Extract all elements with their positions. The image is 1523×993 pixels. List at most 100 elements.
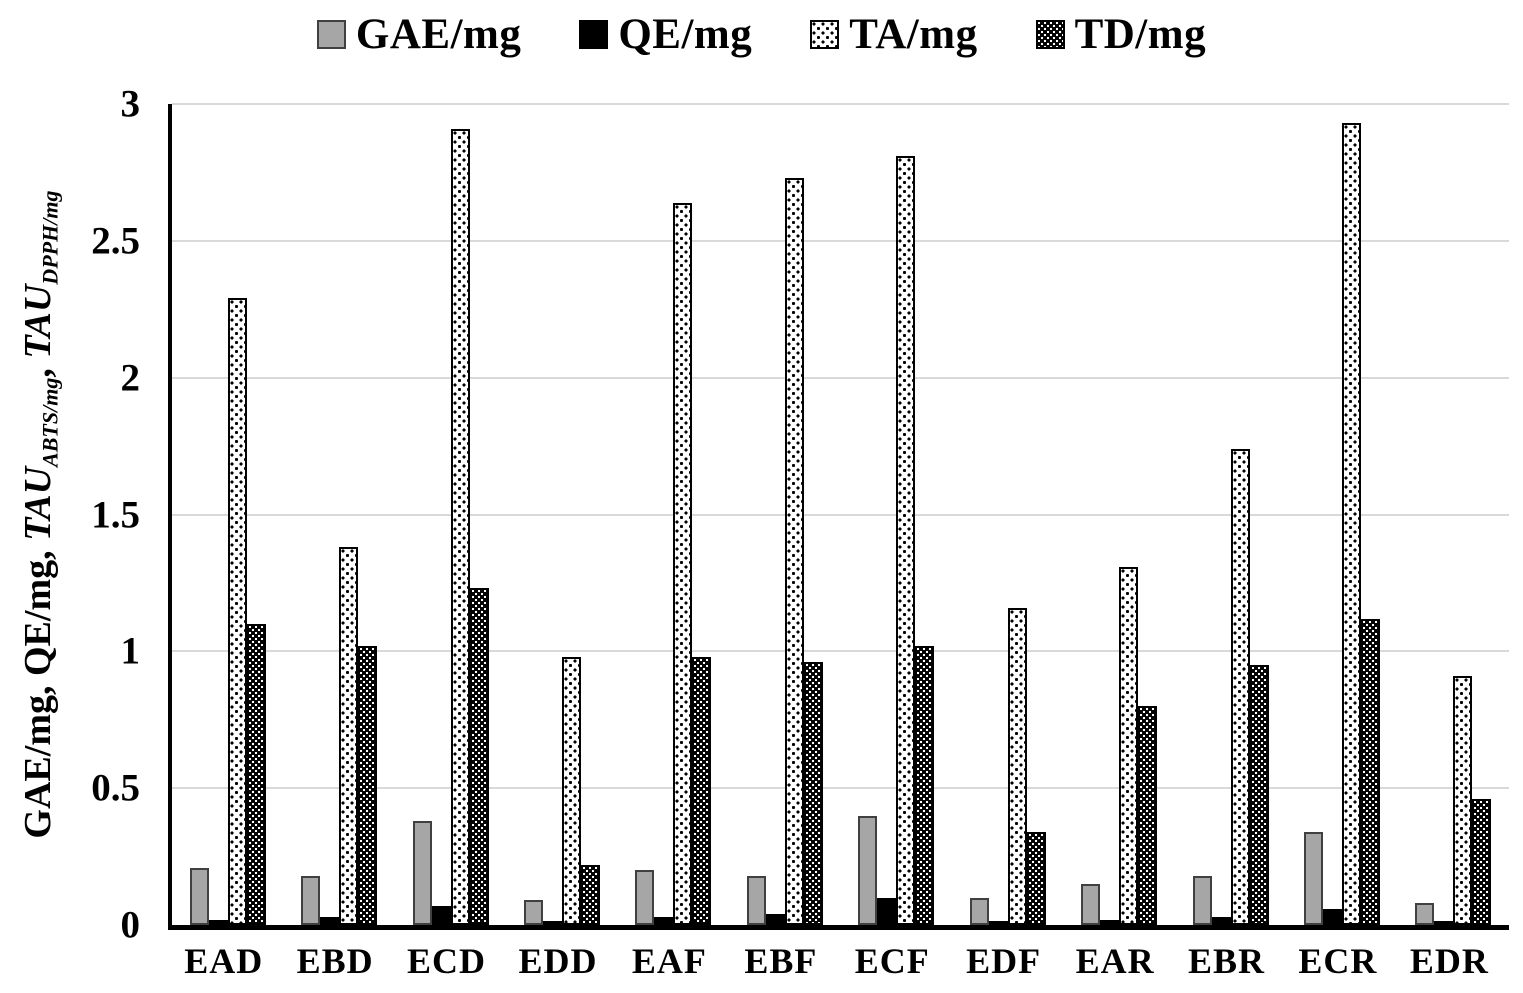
bar-td-ebf [803,662,823,925]
bar-group-ebf [729,104,840,925]
x-label-eaf: EAF [631,941,707,981]
bar-qe-ecr [1322,908,1342,925]
bar-qe-ebd [320,916,340,925]
bar-group-ebd [283,104,394,925]
gridline-2 [172,376,1509,379]
bar-gae-ecd [412,821,432,925]
bar-td-ecr [1360,618,1380,925]
bar-gae-ebf [746,875,766,925]
bar-qe-ear [1100,919,1120,925]
x-label-ecf: ECF [854,941,930,981]
y-tick-2.5: 2.5 [91,219,140,263]
bar-group-ear [1063,104,1174,925]
bar-qe-ecf [877,897,897,925]
bar-ta-edd [561,656,581,925]
bar-ta-edr [1453,675,1473,925]
bar-td-edr [1472,799,1492,925]
y-tick-2: 2 [120,356,141,400]
x-label-ebd: EBD [296,941,374,981]
legend-item-gae: GAE/mg [316,10,522,59]
y-tick-1: 1 [120,629,141,673]
x-label-ead: EAD [184,941,264,981]
gridline-1.5 [172,513,1509,516]
x-label-ecr: ECR [1298,941,1378,981]
bar-td-edd [580,864,600,925]
bar-qe-ebr [1211,916,1231,925]
legend-label-td: TD/mg [1074,11,1207,58]
gridline-3 [172,103,1509,105]
black-square-swatch-icon [579,20,609,49]
bar-qe-edd [542,921,562,925]
bar-group-edf [952,104,1063,925]
bar-qe-ebf [765,914,785,925]
legend-label-ta: TA/mg [849,11,978,58]
chart-legend: GAE/mg QE/mg TA/mg TD/mg [0,10,1523,59]
bar-gae-edf [969,897,989,925]
bar-td-eaf [692,656,712,925]
bar-ta-ebr [1230,448,1250,925]
legend-item-ta: TA/mg [810,10,977,59]
bar-ta-ebf [784,177,804,925]
gridline-2.5 [172,239,1509,242]
bar-td-ecd [469,588,489,925]
bar-group-ebr [1175,104,1286,925]
bar-td-ead [246,623,266,925]
x-label-edf: EDF [966,941,1042,981]
bar-ta-ecf [896,156,916,925]
gridline-1 [172,650,1509,653]
bar-qe-ead [208,919,228,925]
bar-gae-eaf [635,870,655,925]
bar-gae-ecr [1303,831,1323,925]
bar-gae-ecf [858,815,878,925]
y-tick-3: 3 [120,82,141,126]
bar-ta-ebd [339,547,359,925]
bar-ta-ead [227,298,247,925]
bar-gae-edd [523,900,543,925]
y-axis-ticks: 0 0.5 1 1.5 2 2.5 3 [0,85,150,945]
white-dotted-swatch-icon [810,20,840,49]
bar-qe-edf [988,921,1008,925]
x-label-edr: EDR [1409,941,1489,981]
y-tick-0: 0 [120,903,141,947]
bar-ta-edf [1007,607,1027,925]
y-tick-0.5: 0.5 [91,766,140,810]
bar-td-edf [1026,831,1046,925]
bar-group-edr [1398,104,1509,925]
bar-ta-ear [1119,566,1139,925]
legend-item-qe: QE/mg [579,10,752,59]
bar-td-ebr [1249,665,1269,925]
bar-qe-ecd [431,905,451,925]
bar-gae-ear [1081,883,1101,925]
gray-square-swatch-icon [316,20,346,49]
y-tick-1.5: 1.5 [91,493,140,536]
bar-gae-ead [189,867,209,925]
legend-label-qe: QE/mg [618,11,753,58]
plot-area [168,103,1509,930]
bar-group-eaf [618,104,729,925]
bar-gae-ebd [301,875,321,925]
bar-group-ead [172,104,283,925]
black-dotted-swatch-icon [1035,20,1065,49]
bar-gae-edr [1415,903,1435,925]
legend-label-gae: GAE/mg [355,11,522,58]
bar-group-ecf [841,104,952,925]
bar-td-ecf [915,645,935,925]
bar-group-ecd [395,104,506,925]
bar-ta-ecd [450,128,470,925]
x-label-ear: EAR [1075,941,1155,981]
bar-group-ecr [1286,104,1397,925]
bar-qe-edr [1434,921,1454,925]
x-label-ecd: ECD [407,941,487,981]
bar-qe-eaf [654,916,674,925]
bar-td-ebd [358,645,378,925]
bar-groups [172,104,1509,925]
bar-ta-eaf [673,202,693,925]
x-axis-labels: EAD EBD ECD EDD EAF EBF ECF EDF EAR EBR ECR EDR [168,940,1505,982]
x-label-ebr: EBR [1187,941,1266,981]
x-label-edd: EDD [518,941,598,981]
bar-td-ear [1138,706,1158,925]
bar-ta-ecr [1341,123,1361,925]
legend-item-td: TD/mg [1035,10,1207,59]
bar-gae-ebr [1192,875,1212,925]
